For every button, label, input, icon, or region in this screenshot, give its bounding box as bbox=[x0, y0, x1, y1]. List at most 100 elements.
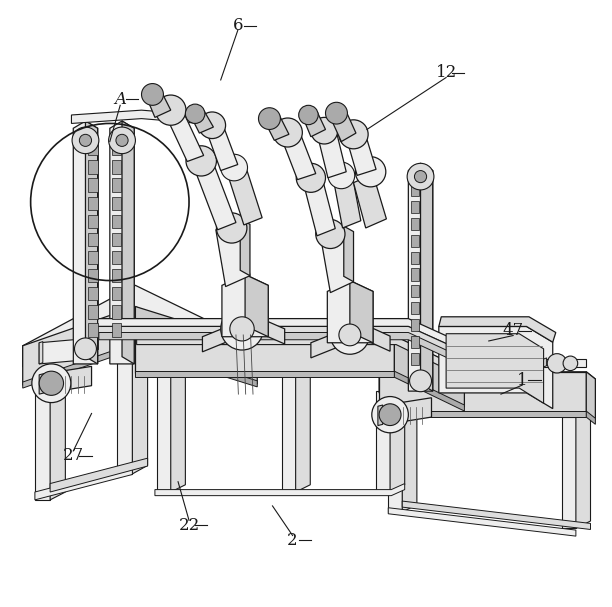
Polygon shape bbox=[171, 367, 185, 492]
Polygon shape bbox=[88, 178, 98, 192]
Polygon shape bbox=[378, 398, 431, 426]
Polygon shape bbox=[245, 274, 268, 337]
Circle shape bbox=[141, 84, 163, 106]
Polygon shape bbox=[112, 287, 121, 300]
Circle shape bbox=[547, 354, 567, 373]
Text: 12: 12 bbox=[436, 64, 457, 81]
Polygon shape bbox=[379, 411, 586, 417]
Circle shape bbox=[185, 104, 205, 123]
Polygon shape bbox=[136, 337, 466, 378]
Polygon shape bbox=[562, 417, 576, 528]
Polygon shape bbox=[117, 347, 132, 474]
Polygon shape bbox=[303, 111, 326, 137]
Polygon shape bbox=[402, 406, 417, 512]
Polygon shape bbox=[132, 339, 147, 474]
Polygon shape bbox=[346, 131, 376, 175]
Polygon shape bbox=[376, 391, 390, 492]
Circle shape bbox=[221, 154, 247, 181]
Polygon shape bbox=[112, 142, 121, 155]
Polygon shape bbox=[264, 115, 289, 140]
Polygon shape bbox=[222, 274, 268, 337]
Text: A: A bbox=[114, 91, 126, 108]
Circle shape bbox=[32, 364, 71, 402]
Polygon shape bbox=[350, 280, 373, 343]
Circle shape bbox=[80, 134, 92, 146]
Polygon shape bbox=[411, 201, 419, 213]
Text: 47: 47 bbox=[502, 322, 524, 339]
Circle shape bbox=[328, 162, 355, 189]
Polygon shape bbox=[446, 334, 543, 403]
Circle shape bbox=[379, 404, 401, 426]
Circle shape bbox=[326, 103, 348, 124]
Polygon shape bbox=[99, 333, 465, 366]
Polygon shape bbox=[216, 219, 250, 287]
Circle shape bbox=[75, 338, 97, 360]
Polygon shape bbox=[311, 323, 390, 358]
Polygon shape bbox=[50, 458, 147, 492]
Polygon shape bbox=[146, 91, 171, 117]
Polygon shape bbox=[321, 226, 354, 293]
Circle shape bbox=[409, 370, 431, 392]
Polygon shape bbox=[110, 121, 134, 364]
Circle shape bbox=[221, 308, 263, 350]
Polygon shape bbox=[98, 327, 466, 361]
Polygon shape bbox=[379, 371, 586, 412]
Polygon shape bbox=[88, 269, 98, 282]
Circle shape bbox=[339, 324, 361, 346]
Circle shape bbox=[186, 146, 217, 176]
Polygon shape bbox=[240, 219, 250, 276]
Polygon shape bbox=[135, 343, 257, 387]
Polygon shape bbox=[543, 358, 547, 367]
Polygon shape bbox=[165, 107, 204, 161]
Polygon shape bbox=[227, 164, 262, 225]
Polygon shape bbox=[411, 235, 419, 246]
Polygon shape bbox=[411, 302, 419, 314]
Polygon shape bbox=[206, 122, 238, 171]
Polygon shape bbox=[282, 374, 296, 492]
Polygon shape bbox=[86, 121, 98, 364]
Polygon shape bbox=[408, 163, 433, 391]
Circle shape bbox=[273, 118, 302, 147]
Polygon shape bbox=[35, 467, 132, 500]
Polygon shape bbox=[394, 371, 465, 411]
Polygon shape bbox=[379, 371, 595, 400]
Polygon shape bbox=[390, 383, 405, 492]
Polygon shape bbox=[112, 233, 121, 246]
Polygon shape bbox=[354, 174, 386, 228]
Polygon shape bbox=[388, 413, 402, 512]
Polygon shape bbox=[411, 319, 419, 331]
Circle shape bbox=[199, 112, 226, 138]
Polygon shape bbox=[136, 329, 466, 370]
Polygon shape bbox=[411, 336, 419, 348]
Polygon shape bbox=[98, 319, 466, 353]
Circle shape bbox=[414, 171, 427, 183]
Circle shape bbox=[316, 220, 345, 248]
Polygon shape bbox=[135, 371, 394, 377]
Text: 1: 1 bbox=[517, 371, 528, 388]
Text: 22: 22 bbox=[179, 517, 200, 534]
Polygon shape bbox=[439, 317, 556, 342]
Polygon shape bbox=[296, 367, 310, 492]
Polygon shape bbox=[39, 373, 44, 394]
Polygon shape bbox=[378, 405, 382, 426]
Polygon shape bbox=[112, 160, 121, 174]
Polygon shape bbox=[88, 305, 98, 319]
Polygon shape bbox=[394, 335, 465, 407]
Polygon shape bbox=[35, 385, 50, 500]
Polygon shape bbox=[193, 158, 236, 230]
Circle shape bbox=[330, 316, 370, 354]
Circle shape bbox=[155, 95, 186, 125]
Polygon shape bbox=[88, 215, 98, 228]
Polygon shape bbox=[112, 197, 121, 210]
Circle shape bbox=[108, 127, 135, 154]
Polygon shape bbox=[402, 501, 591, 529]
Polygon shape bbox=[23, 343, 135, 388]
Polygon shape bbox=[72, 110, 215, 124]
Polygon shape bbox=[190, 110, 214, 133]
Circle shape bbox=[407, 163, 434, 190]
Polygon shape bbox=[280, 129, 316, 180]
Polygon shape bbox=[420, 163, 433, 391]
Polygon shape bbox=[586, 411, 595, 424]
Text: 27: 27 bbox=[62, 447, 84, 464]
Circle shape bbox=[116, 134, 128, 146]
